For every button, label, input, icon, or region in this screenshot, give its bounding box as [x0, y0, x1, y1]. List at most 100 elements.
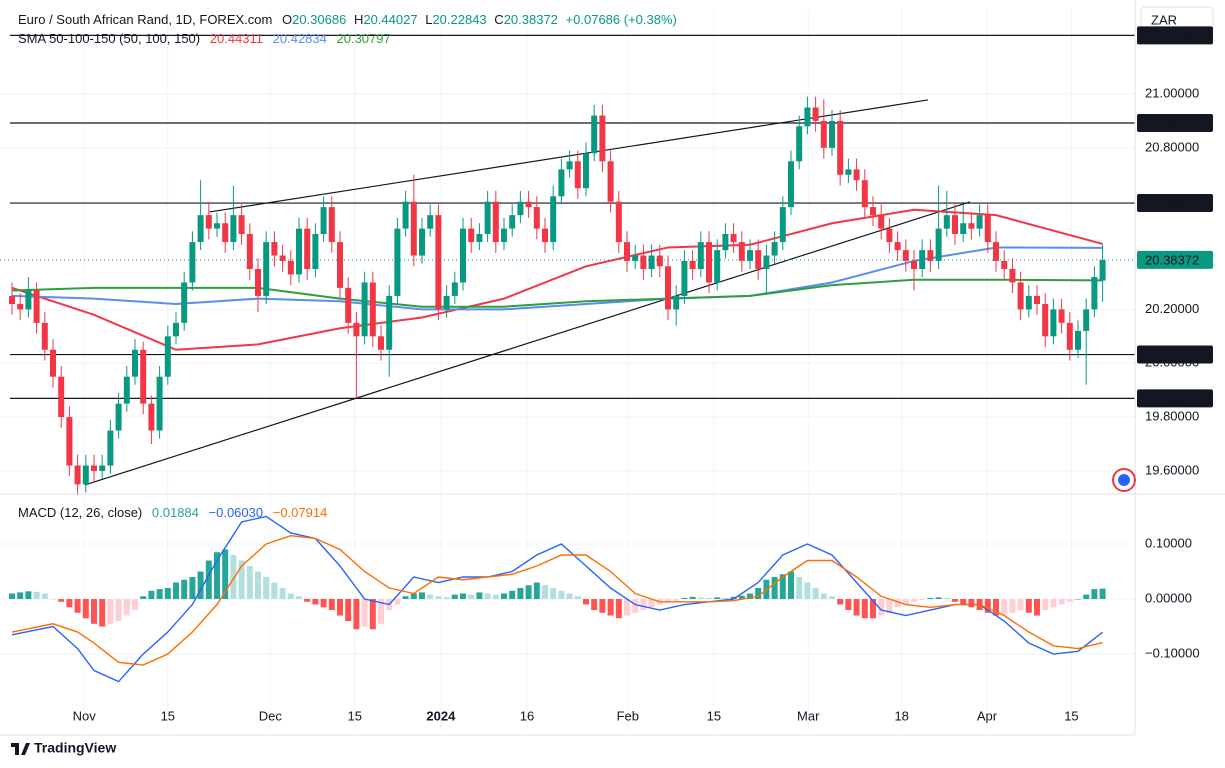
- macd-histogram-bar: [66, 599, 73, 608]
- y-tick-label: 19.60000: [1145, 462, 1199, 477]
- candle-body: [304, 228, 311, 269]
- macd-histogram-bar: [533, 582, 540, 600]
- candle-body: [886, 228, 893, 243]
- macd-histogram-bar: [591, 599, 598, 611]
- macd-histogram-bar: [82, 599, 89, 619]
- level-label-box: [1137, 345, 1213, 364]
- candle-body: [689, 260, 696, 269]
- candle-body: [1025, 295, 1032, 310]
- signal-value: −0.07914: [273, 505, 328, 520]
- candle-body: [427, 215, 434, 229]
- symbol-title: Euro / South African Rand, 1D, FOREX.com: [18, 12, 272, 27]
- candle-body: [656, 255, 663, 267]
- candle-body: [525, 201, 532, 208]
- candle-body: [1066, 322, 1073, 350]
- macd-histogram-bar: [935, 597, 942, 600]
- candle-body: [25, 290, 32, 310]
- open-value: 20.30686: [292, 12, 346, 27]
- macd-histogram-bar: [484, 593, 491, 600]
- candle-body: [287, 260, 294, 275]
- x-tick-label: Mar: [797, 708, 820, 723]
- macd-histogram-bar: [99, 599, 106, 627]
- level-label-box: [1137, 194, 1213, 213]
- y-tick-label: 0.10000: [1145, 535, 1192, 550]
- level-label: 21.21767: [1145, 28, 1199, 43]
- macd-histogram-bar: [509, 590, 516, 600]
- macd-histogram-bar: [33, 591, 40, 600]
- macd-histogram-bar: [140, 596, 147, 600]
- macd-histogram-bar: [419, 592, 425, 600]
- level-label: 20.59497: [1145, 195, 1199, 210]
- macd-histogram-bar: [369, 599, 376, 630]
- macd-histogram-bar: [361, 599, 368, 627]
- y-tick-label: 0.00000: [1145, 590, 1192, 605]
- candle-body: [911, 260, 917, 269]
- macd-histogram-bar: [148, 590, 155, 600]
- candle-body: [837, 120, 844, 175]
- candle-body: [796, 126, 803, 162]
- macd-histogram-bar: [476, 592, 483, 600]
- macd-histogram-bar: [115, 599, 122, 622]
- candle-body: [386, 295, 393, 350]
- macd-histogram-bar: [681, 597, 688, 600]
- currency[interactable]: ZAR: [1151, 12, 1177, 27]
- candle-body: [927, 250, 934, 261]
- candle-body: [812, 107, 819, 121]
- candle-body: [714, 250, 721, 283]
- candle-body: [853, 169, 860, 181]
- macd-histogram-bar: [706, 597, 712, 600]
- macd-histogram-bar: [451, 594, 458, 600]
- macd-histogram-bar: [804, 582, 811, 600]
- candle-body: [1050, 309, 1057, 337]
- macd-histogram-bar: [779, 574, 786, 600]
- candle-body: [550, 196, 557, 243]
- macd-histogram-bar: [501, 593, 507, 600]
- macd-histogram-bar: [1025, 599, 1032, 613]
- macd-histogram-bar: [853, 599, 860, 616]
- macd-histogram-bar: [164, 588, 171, 600]
- candle-body: [993, 242, 999, 261]
- brand-logo: [11, 743, 30, 755]
- candle-body: [755, 250, 762, 269]
- x-tick-label: Dec: [259, 708, 283, 723]
- sma-line: [11, 208, 1103, 351]
- macd-histogram-bar: [968, 599, 975, 608]
- candle-body: [1058, 309, 1065, 323]
- candle-body: [640, 255, 647, 269]
- macd-histogram-bar: [337, 599, 343, 616]
- macd-histogram-bar: [550, 588, 557, 600]
- macd-histogram-bar: [435, 596, 442, 600]
- macd-histogram-bar: [230, 554, 237, 600]
- candle-body: [197, 215, 204, 243]
- x-tick-label: 2024: [426, 708, 456, 723]
- macd-histogram-bar: [796, 577, 803, 600]
- candle-body: [804, 107, 811, 127]
- level-label: 19.86941: [1145, 391, 1199, 406]
- macd-histogram-bar: [788, 571, 794, 600]
- macd-histogram-bar: [878, 599, 885, 616]
- ohlc-label: H: [354, 12, 363, 27]
- close-value: 20.38372: [504, 12, 558, 27]
- candle-body: [583, 153, 589, 189]
- macd-histogram-bar: [1083, 594, 1090, 600]
- candle-body: [214, 223, 220, 229]
- macd-histogram-bar: [665, 599, 671, 602]
- candle-body: [533, 207, 540, 229]
- macd-histogram-bar: [1066, 599, 1073, 602]
- candle-body: [517, 201, 524, 216]
- last-price-box: [1137, 250, 1213, 269]
- y-tick-label: 20.80000: [1145, 139, 1199, 154]
- x-tick-label: 16: [520, 708, 534, 723]
- candle-body: [17, 304, 24, 310]
- candle-body: [189, 242, 196, 283]
- x-tick-label: Apr: [977, 708, 998, 723]
- macd-legend: MACD (12, 26, close) 0.01884 −0.06030 −0…: [18, 505, 327, 520]
- macd-histogram-bar: [468, 594, 475, 600]
- macd-histogram-bar: [238, 560, 245, 600]
- candle-body: [140, 349, 147, 404]
- candle-body: [296, 228, 302, 275]
- candle-body: [1091, 277, 1098, 310]
- candle-body: [123, 376, 130, 404]
